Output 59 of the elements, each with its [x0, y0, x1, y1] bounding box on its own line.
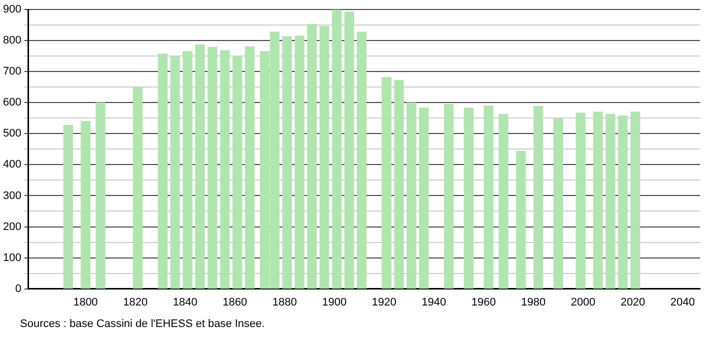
bar [553, 118, 564, 289]
bar [606, 114, 616, 289]
bar [63, 124, 73, 289]
bar [195, 44, 205, 289]
y-tick-label: 0 [15, 282, 22, 295]
bar [464, 108, 474, 289]
source-note: Sources : base Cassini de l'EHESS et base Insee. [20, 318, 265, 330]
bar [332, 10, 342, 289]
bar [170, 56, 180, 289]
x-tick-label: 1900 [322, 296, 347, 308]
bar [576, 112, 586, 289]
y-tick-label: 100 [2, 252, 22, 264]
bar [516, 151, 526, 289]
bar [419, 108, 429, 289]
bar [307, 24, 317, 289]
x-tick-label: 2040 [670, 296, 695, 308]
bar [344, 11, 354, 289]
bar [382, 76, 392, 289]
bar [132, 86, 143, 289]
x-tick-label: 1880 [272, 296, 297, 308]
bar [356, 32, 367, 289]
bar [80, 120, 90, 289]
bar [484, 105, 494, 289]
bar [282, 36, 292, 289]
x-tick-label: 1800 [73, 296, 98, 308]
bar [593, 112, 603, 289]
x-tick-label: 1860 [222, 296, 248, 308]
bar [220, 50, 230, 289]
y-tick-label: 700 [2, 66, 22, 78]
y-tick-label: 300 [2, 190, 22, 202]
bar [618, 115, 628, 289]
bar [158, 54, 168, 289]
y-tick-label: 500 [2, 128, 22, 140]
bar [232, 56, 242, 289]
bar [498, 114, 508, 289]
x-tick-label: 2000 [570, 296, 596, 308]
bar [444, 104, 454, 289]
x-tick-label: 1920 [372, 296, 396, 308]
bar [182, 51, 192, 289]
bar [208, 46, 218, 289]
x-tick-label: 1980 [521, 296, 546, 308]
x-tick-label: 1820 [123, 296, 148, 308]
x-tick-label: 2020 [620, 296, 646, 308]
bar [244, 46, 255, 289]
x-tick-label: 1840 [172, 296, 198, 308]
bar [320, 26, 330, 289]
bar [406, 102, 416, 289]
bar [394, 80, 404, 289]
x-tick-label: 1940 [422, 296, 446, 308]
bar [533, 106, 544, 289]
y-tick-label: 200 [2, 220, 22, 233]
x-tick-label: 1960 [471, 296, 496, 308]
y-tick-label: 600 [2, 96, 22, 109]
y-tick-label: 900 [2, 4, 22, 16]
y-tick-label: 400 [2, 158, 22, 171]
bar [294, 36, 304, 289]
bar [630, 112, 640, 289]
y-tick-label: 800 [2, 34, 22, 47]
bar [96, 102, 106, 289]
